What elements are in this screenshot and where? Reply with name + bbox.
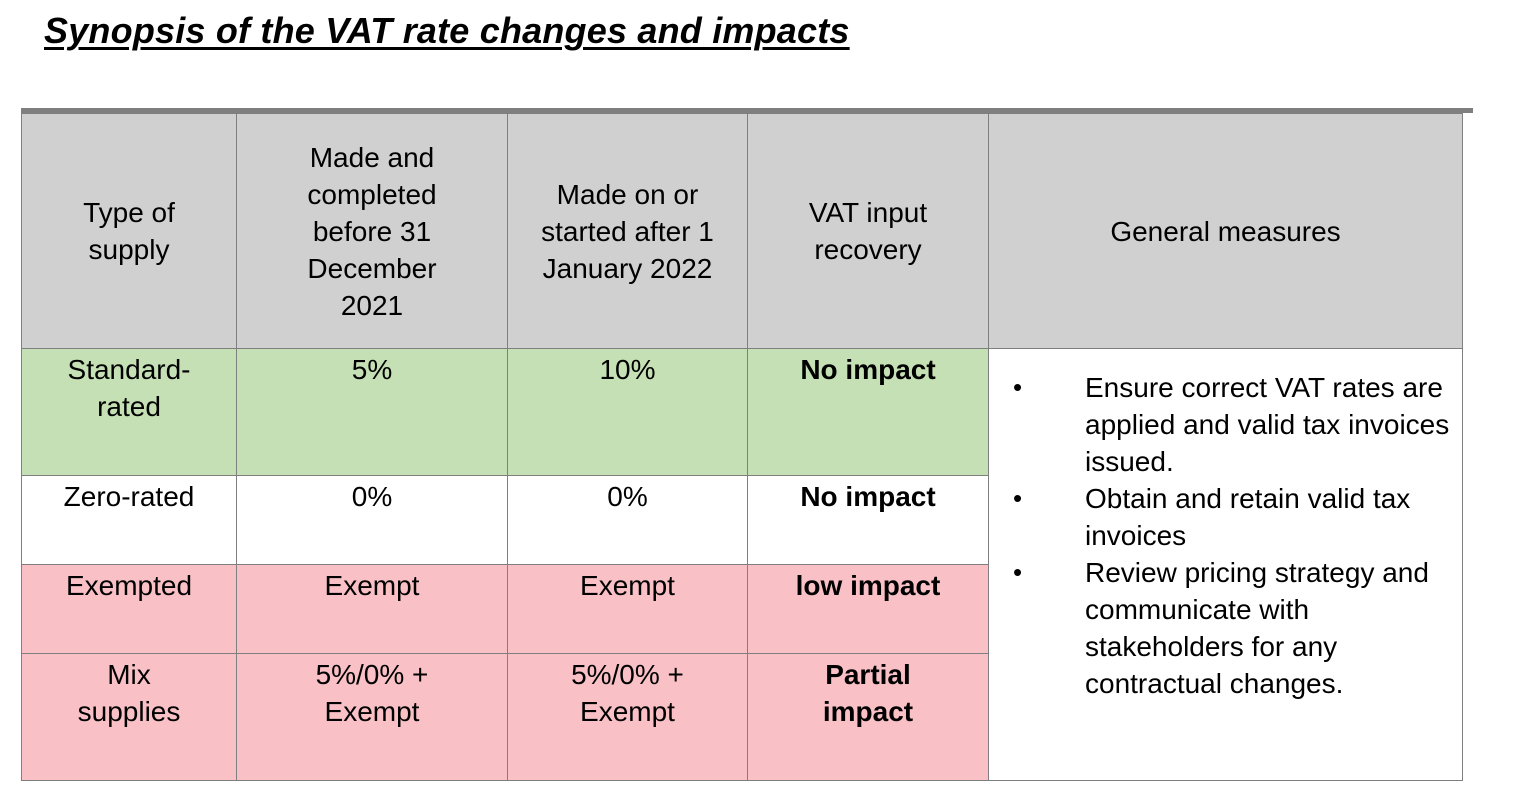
table-row: Standard-rated 5% 10% No impact • Ensure… [21,348,1463,781]
list-item: • Ensure correct VAT rates are applied a… [1013,369,1454,480]
cell-before: Exempt [236,564,508,654]
cell-recovery: Partial impact [747,653,989,781]
header-before: Made and completed before 31 December 20… [236,113,508,349]
cell-after: 5%/0% + Exempt [507,653,748,781]
cell-before: 5%/0% + Exempt [236,653,508,781]
header-after: Made on or started after 1 January 2022 [507,113,748,349]
header-general-measures: General measures [988,113,1463,349]
table-row: Exempted Exempt Exempt low impact [21,564,1463,654]
bullet-icon: • [1013,372,1023,402]
cell-type: Zero-rated [21,475,237,565]
cell-before: 0% [236,475,508,565]
bullet-icon: • [1013,483,1023,513]
cell-after: 0% [507,475,748,565]
general-measures-list: • Ensure correct VAT rates are applied a… [1013,369,1454,702]
table-row: Zero-rated 0% 0% No impact [21,475,1463,565]
table-row: Mix supplies 5%/0% + Exempt 5%/0% + Exem… [21,653,1463,781]
bullet-icon: • [1013,557,1023,587]
cell-type: Exempted [21,564,237,654]
cell-recovery: low impact [747,564,989,654]
cell-recovery: No impact [747,348,989,476]
header-row: Type of supply Made and completed before… [21,113,1463,349]
cell-type: Mix supplies [21,653,237,781]
table-top-rule [21,108,1473,113]
vat-synopsis-table: Type of supply Made and completed before… [21,113,1463,781]
list-item: • Review pricing strategy and communicat… [1013,554,1454,702]
header-type-of-supply: Type of supply [21,113,237,349]
general-measures-cell: • Ensure correct VAT rates are applied a… [988,348,1463,781]
cell-type: Standard-rated [21,348,237,476]
measure-text: Review pricing strategy and communicate … [1085,557,1429,699]
measure-text: Obtain and retain valid tax invoices [1085,483,1411,551]
header-vat-input-recovery: VAT input recovery [747,113,989,349]
cell-before: 5% [236,348,508,476]
cell-after: 10% [507,348,748,476]
page-title: Synopsis of the VAT rate changes and imp… [44,10,850,51]
measure-text: Ensure correct VAT rates are applied and… [1085,372,1450,477]
list-item: • Obtain and retain valid tax invoices [1013,480,1454,554]
cell-recovery: No impact [747,475,989,565]
cell-after: Exempt [507,564,748,654]
